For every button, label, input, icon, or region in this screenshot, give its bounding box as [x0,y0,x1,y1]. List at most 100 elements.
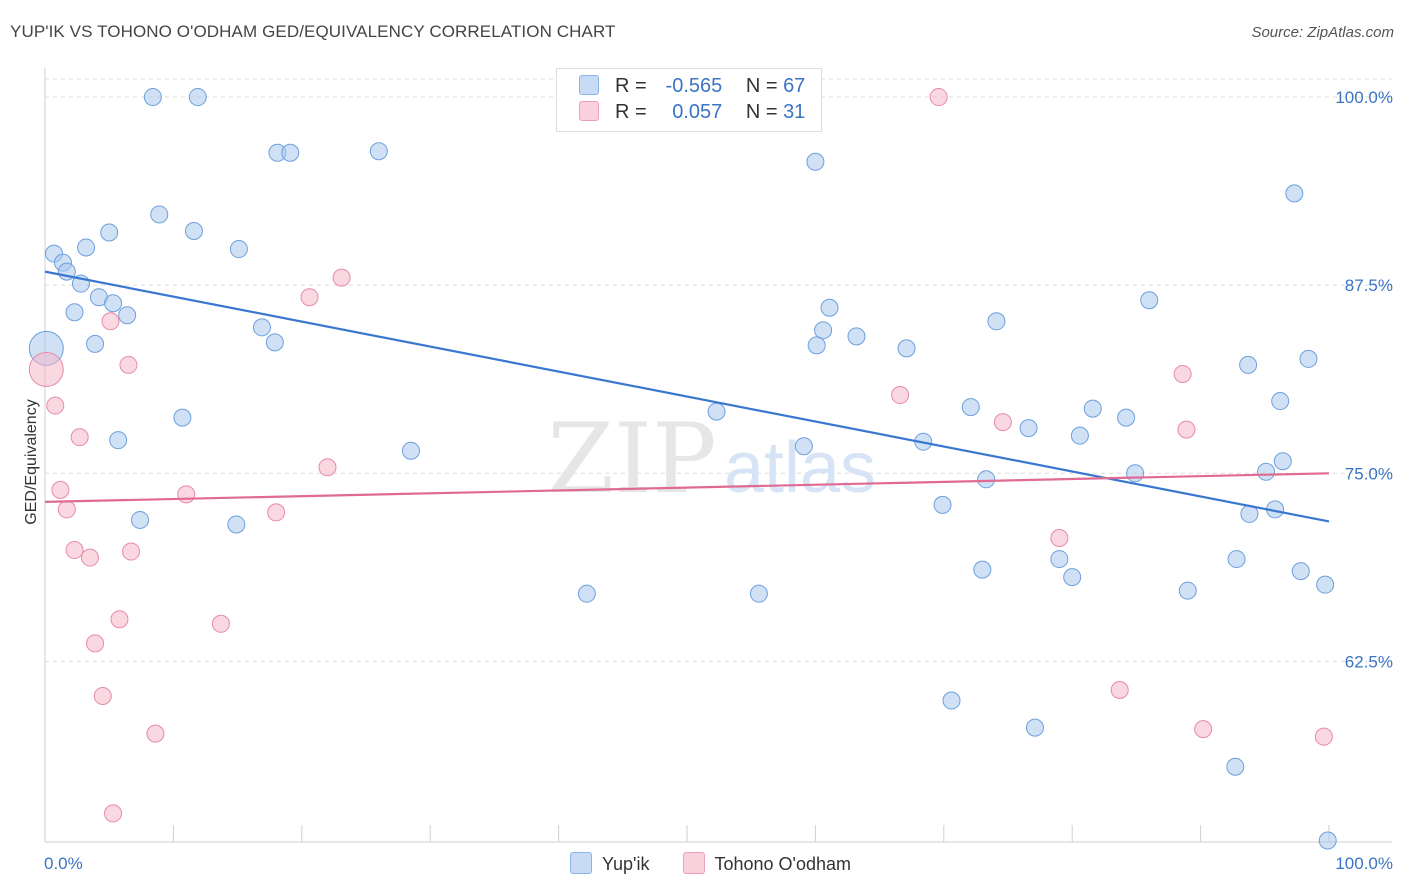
legend-r-value: -0.565 [665,75,723,97]
yupik-point [897,339,916,358]
yupik-point [1285,184,1304,203]
tohono-point [300,288,319,307]
tohono-point [332,268,351,287]
yupik-point [942,691,961,710]
tohono-point [93,687,112,706]
tohono-point [57,500,76,519]
tohono-point [929,88,948,107]
legend-r-value: 0.057 [672,101,723,123]
y-tick-label: 62.5% [1345,652,1393,671]
yupik-point [1019,419,1038,438]
yupik-point [100,223,119,242]
yupik-point [794,437,813,456]
legend-n-label: N = [745,75,778,97]
tohono-point [1173,364,1192,383]
tohono-point [993,413,1012,432]
legend-row-tohono: R = 0.057 N = 31 [579,101,805,129]
yupik-point [749,584,768,603]
yupik-point [401,441,420,460]
series-name-tohono: Tohono O'odham [714,854,852,874]
yupik-point [104,294,123,313]
yupik-point [1316,575,1335,594]
axes-layer [44,68,1392,843]
legend-row-yupik: R = -0.565 N = 67 [579,75,805,103]
yupik-point [1050,550,1069,569]
x-tick-label-min: 0.0% [44,854,83,873]
tohono-point [101,312,120,331]
yupik-point [1140,291,1159,310]
y-tick-label: 100.0% [1335,88,1393,107]
tohono-point [51,480,70,499]
yupik-point [1126,464,1145,483]
yupik-point [1318,831,1337,850]
yupik-point [131,510,150,529]
yupik-point [118,306,137,325]
yupik-point [109,431,128,450]
yupik-point [1070,426,1089,445]
yupik-point [1178,581,1197,600]
yupik-point [188,88,207,107]
tohono-point [122,542,141,561]
x-tick-label-max: 100.0% [1335,854,1393,873]
yupik-point [577,584,596,603]
yupik-point [807,336,826,355]
chart-title: YUP'IK VS TOHONO O'ODHAM GED/EQUIVALENCY… [10,22,616,41]
yupik-point [173,408,192,427]
legend-n-value: 67 [783,75,806,97]
yupik-point [150,205,169,224]
series-legend-tohono: Tohono O'odham [682,852,852,875]
tohono-point [110,610,129,629]
yupik-point [1257,462,1276,481]
yupik-point [806,152,825,171]
tick-label-layer: 62.5% 75.0% 87.5% 100.0% 0.0% 100.0% [44,88,1393,873]
tohono-point [146,724,165,743]
yupik-point [1273,452,1292,471]
tohono-point [86,634,105,653]
yupik-point [1063,568,1082,587]
yupik-point [961,398,980,417]
series-legend-yupik: Yup'ik [570,852,649,875]
trend-layer [44,270,1330,523]
tohono-point [1314,727,1333,746]
tohono-point [211,614,230,633]
tohono-point [1050,529,1069,548]
tohono-point [70,428,89,447]
series-swatch-yupik [570,852,592,874]
tohono-point [267,503,286,522]
tohono-point [1110,681,1129,700]
tohono-point [891,386,910,405]
yupik-point [987,312,1006,331]
yupik-point [707,402,726,421]
tohono-point [1177,420,1196,439]
y-tick-label: 87.5% [1345,276,1393,295]
series-legend: Yup'ik Tohono O'odham [570,852,879,875]
legend-r-label: R = [615,75,647,97]
series-name-yupik: Yup'ik [602,854,650,874]
yupik-point [1291,562,1310,581]
yupik-point [86,334,105,353]
tohono-point [119,355,138,374]
stats-legend: R = -0.565 N = 67 R = 0.057 N = 31 [556,68,822,132]
yupik-point [252,318,271,337]
tohono-point [28,351,64,387]
legend-n-label: N = [745,101,778,123]
yupik-point [847,327,866,346]
chart-source: Source: ZipAtlas.com [1251,24,1394,41]
legend-r-label: R = [615,101,647,123]
watermark-zip: ZIP [547,403,716,515]
tohono-point [46,396,65,415]
yupik-point [820,298,839,317]
yupik-point [1117,408,1136,427]
yupik-point [77,238,96,257]
yupik-point [65,303,84,322]
y-tick-label: 75.0% [1345,464,1393,483]
yupik-point [1239,355,1258,374]
yupik-point [369,142,388,161]
yupik-point [1227,550,1246,569]
yupik-point [933,495,952,514]
yupik-point [184,221,203,240]
tohono-point [65,541,84,560]
yupik-point [1025,718,1044,737]
yupik-point [1299,349,1318,368]
